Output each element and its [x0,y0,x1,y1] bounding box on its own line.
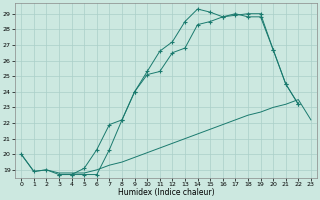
X-axis label: Humidex (Indice chaleur): Humidex (Indice chaleur) [118,188,214,197]
